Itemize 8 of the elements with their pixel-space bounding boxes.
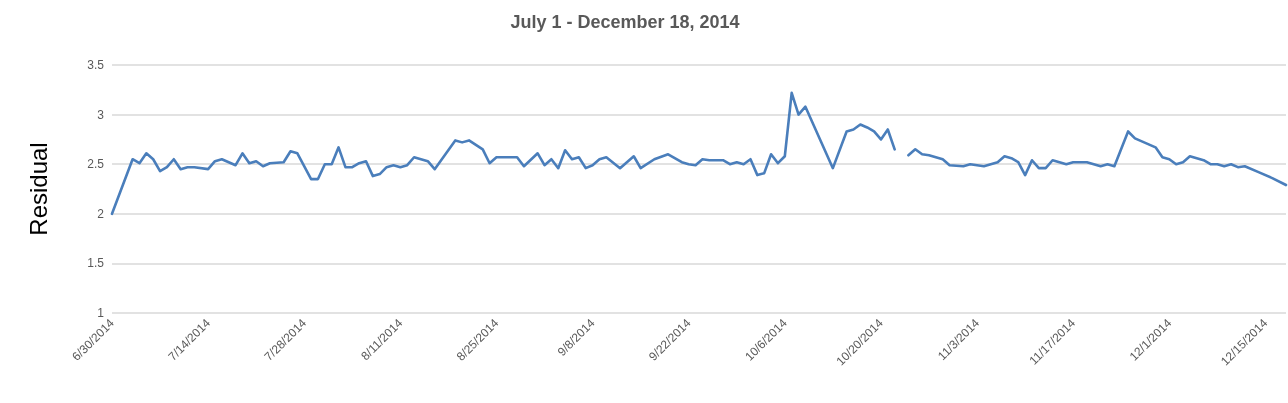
y-tick-label: 1	[97, 306, 105, 320]
y-tick-label: 1.5	[87, 256, 105, 271]
y-tick-label: 3	[97, 107, 105, 122]
chart-title: July 1 - December 18, 2014	[510, 12, 740, 32]
y-tick-label: 3.5	[87, 58, 105, 72]
y-tick-label: 2.5	[87, 157, 105, 172]
y-axis-title: Residual	[24, 142, 52, 236]
y-tick-label: 2	[97, 206, 105, 221]
